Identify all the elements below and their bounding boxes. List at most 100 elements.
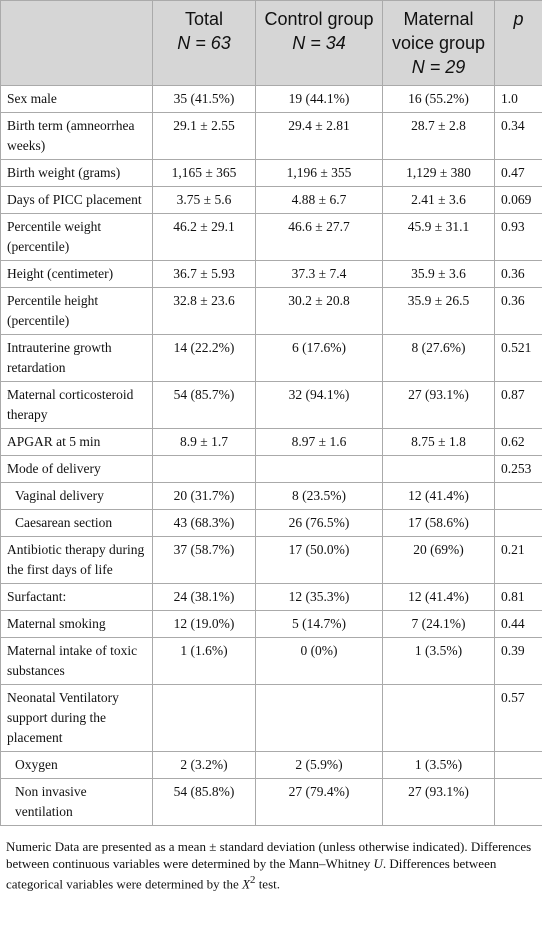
table-row: Maternal intake of toxic substances 1 (1.… bbox=[0, 637, 542, 685]
cell: 4.88 ± 6.7 bbox=[255, 186, 383, 214]
header-n: N = 29 bbox=[411, 57, 466, 77]
cell: 35.9 ± 3.6 bbox=[382, 260, 495, 288]
cell: 0.34 bbox=[494, 112, 542, 160]
row-label: Birth term (amneorrhea weeks) bbox=[0, 112, 153, 160]
cell: 0.62 bbox=[494, 428, 542, 456]
header-n: N = 63 bbox=[177, 33, 231, 53]
cell: 0.57 bbox=[494, 684, 542, 752]
row-label: Caesarean section bbox=[0, 509, 153, 537]
cell: 26 (76.5%) bbox=[255, 509, 383, 537]
header-cell: p bbox=[494, 0, 542, 86]
row-label: Maternal smoking bbox=[0, 610, 153, 638]
table-row: Maternal smoking 12 (19.0%) 5 (14.7%) 7 (24… bbox=[0, 610, 542, 638]
cell bbox=[152, 684, 256, 752]
cell bbox=[494, 482, 542, 510]
cell: 32.8 ± 23.6 bbox=[152, 287, 256, 335]
cell: 6 (17.6%) bbox=[255, 334, 383, 382]
cell: 1.0 bbox=[494, 85, 542, 113]
cell: 20 (69%) bbox=[382, 536, 495, 584]
cell bbox=[255, 684, 383, 752]
row-label: Days of PICC placement bbox=[0, 186, 153, 214]
cell: 30.2 ± 20.8 bbox=[255, 287, 383, 335]
cell: 0.87 bbox=[494, 381, 542, 429]
cell: 32 (94.1%) bbox=[255, 381, 383, 429]
cell: 46.6 ± 27.7 bbox=[255, 213, 383, 261]
cell: 54 (85.8%) bbox=[152, 778, 256, 826]
table-row: Intrauterine growth retardation 14 (22.2%… bbox=[0, 334, 542, 382]
table-body: Sex male 35 (41.5%) 19 (44.1%) 16 (55.2%) 1.… bbox=[0, 85, 542, 826]
table-row: Percentile weight (percentile) 46.2 ± 29.… bbox=[0, 213, 542, 261]
cell: 8.9 ± 1.7 bbox=[152, 428, 256, 456]
row-label: Oxygen bbox=[0, 751, 153, 779]
table-row: Surfactant: 24 (38.1%) 12 (35.3%) 12 (41.4%… bbox=[0, 583, 542, 611]
cell: 0.36 bbox=[494, 287, 542, 335]
cell: 0.21 bbox=[494, 536, 542, 584]
cell bbox=[494, 778, 542, 826]
row-label: Sex male bbox=[0, 85, 153, 113]
cell: 8 (23.5%) bbox=[255, 482, 383, 510]
cell bbox=[494, 751, 542, 779]
cell bbox=[494, 509, 542, 537]
header-label: Total bbox=[184, 9, 224, 29]
cell: 0.36 bbox=[494, 260, 542, 288]
cell: 20 (31.7%) bbox=[152, 482, 256, 510]
row-label: Maternal corticosteroid therapy bbox=[0, 381, 153, 429]
cell: 12 (41.4%) bbox=[382, 482, 495, 510]
cell: 1,129 ± 380 bbox=[382, 159, 495, 187]
cell: 46.2 ± 29.1 bbox=[152, 213, 256, 261]
cell: 1 (1.6%) bbox=[152, 637, 256, 685]
table-row: Non invasive ventilation 54 (85.8%) 27 (79… bbox=[0, 778, 542, 826]
header-label: p bbox=[513, 9, 524, 29]
cell: 14 (22.2%) bbox=[152, 334, 256, 382]
cell: 35.9 ± 26.5 bbox=[382, 287, 495, 335]
row-label: Height (centimeter) bbox=[0, 260, 153, 288]
cell: 0.253 bbox=[494, 455, 542, 483]
row-label: Surfactant: bbox=[0, 583, 153, 611]
cell bbox=[255, 455, 383, 483]
cell: 28.7 ± 2.8 bbox=[382, 112, 495, 160]
row-label: APGAR at 5 min bbox=[0, 428, 153, 456]
table-row: Height (centimeter) 36.7 ± 5.93 37.3 ± 7.4… bbox=[0, 260, 542, 288]
cell: 36.7 ± 5.93 bbox=[152, 260, 256, 288]
cell: 0 (0%) bbox=[255, 637, 383, 685]
cell: 3.75 ± 5.6 bbox=[152, 186, 256, 214]
cell: 37.3 ± 7.4 bbox=[255, 260, 383, 288]
footnote-text: . Differences between categorical variab… bbox=[6, 856, 497, 892]
cell: 1 (3.5%) bbox=[382, 751, 495, 779]
row-label: Percentile weight (percentile) bbox=[0, 213, 153, 261]
cell: 27 (93.1%) bbox=[382, 778, 495, 826]
footnote-superscript: 2 bbox=[250, 874, 256, 886]
table-row: Mode of delivery 0.253 bbox=[0, 455, 542, 483]
footnote-text: Numeric Data are presented as a mean ± s… bbox=[6, 839, 532, 871]
row-label: Vaginal delivery bbox=[0, 482, 153, 510]
table-row: Sex male 35 (41.5%) 19 (44.1%) 16 (55.2%) 1.… bbox=[0, 85, 542, 113]
cell: 35 (41.5%) bbox=[152, 85, 256, 113]
data-table: Total N = 63 Control group N = 34 Maternal v… bbox=[0, 0, 542, 826]
cell: 5 (14.7%) bbox=[255, 610, 383, 638]
cell: 2 (5.9%) bbox=[255, 751, 383, 779]
table-row: Days of PICC placement 3.75 ± 5.6 4.88 ± 6… bbox=[0, 186, 542, 214]
header-cell bbox=[0, 0, 153, 86]
cell: 17 (50.0%) bbox=[255, 536, 383, 584]
header-n: N = 34 bbox=[292, 33, 346, 53]
footnote: Numeric Data are presented as a mean ± s… bbox=[0, 826, 542, 892]
row-label: Intrauterine growth retardation bbox=[0, 334, 153, 382]
cell: 8.75 ± 1.8 bbox=[382, 428, 495, 456]
cell: 43 (68.3%) bbox=[152, 509, 256, 537]
cell: 8.97 ± 1.6 bbox=[255, 428, 383, 456]
row-label: Birth weight (grams) bbox=[0, 159, 153, 187]
cell: 0.47 bbox=[494, 159, 542, 187]
cell: 12 (19.0%) bbox=[152, 610, 256, 638]
cell: 24 (38.1%) bbox=[152, 583, 256, 611]
table-row: Caesarean section 43 (68.3%) 26 (76.5%) 17 … bbox=[0, 509, 542, 537]
cell: 0.069 bbox=[494, 186, 542, 214]
header-label: Control group bbox=[264, 9, 374, 29]
cell: 17 (58.6%) bbox=[382, 509, 495, 537]
row-label: Non invasive ventilation bbox=[0, 778, 153, 826]
header-label: Maternal voice group bbox=[391, 9, 486, 53]
cell: 8 (27.6%) bbox=[382, 334, 495, 382]
footnote-text: test. bbox=[255, 876, 280, 892]
row-label: Mode of delivery bbox=[0, 455, 153, 483]
table-row: Neonatal Ventilatory support during the … bbox=[0, 684, 542, 752]
cell: 0.521 bbox=[494, 334, 542, 382]
